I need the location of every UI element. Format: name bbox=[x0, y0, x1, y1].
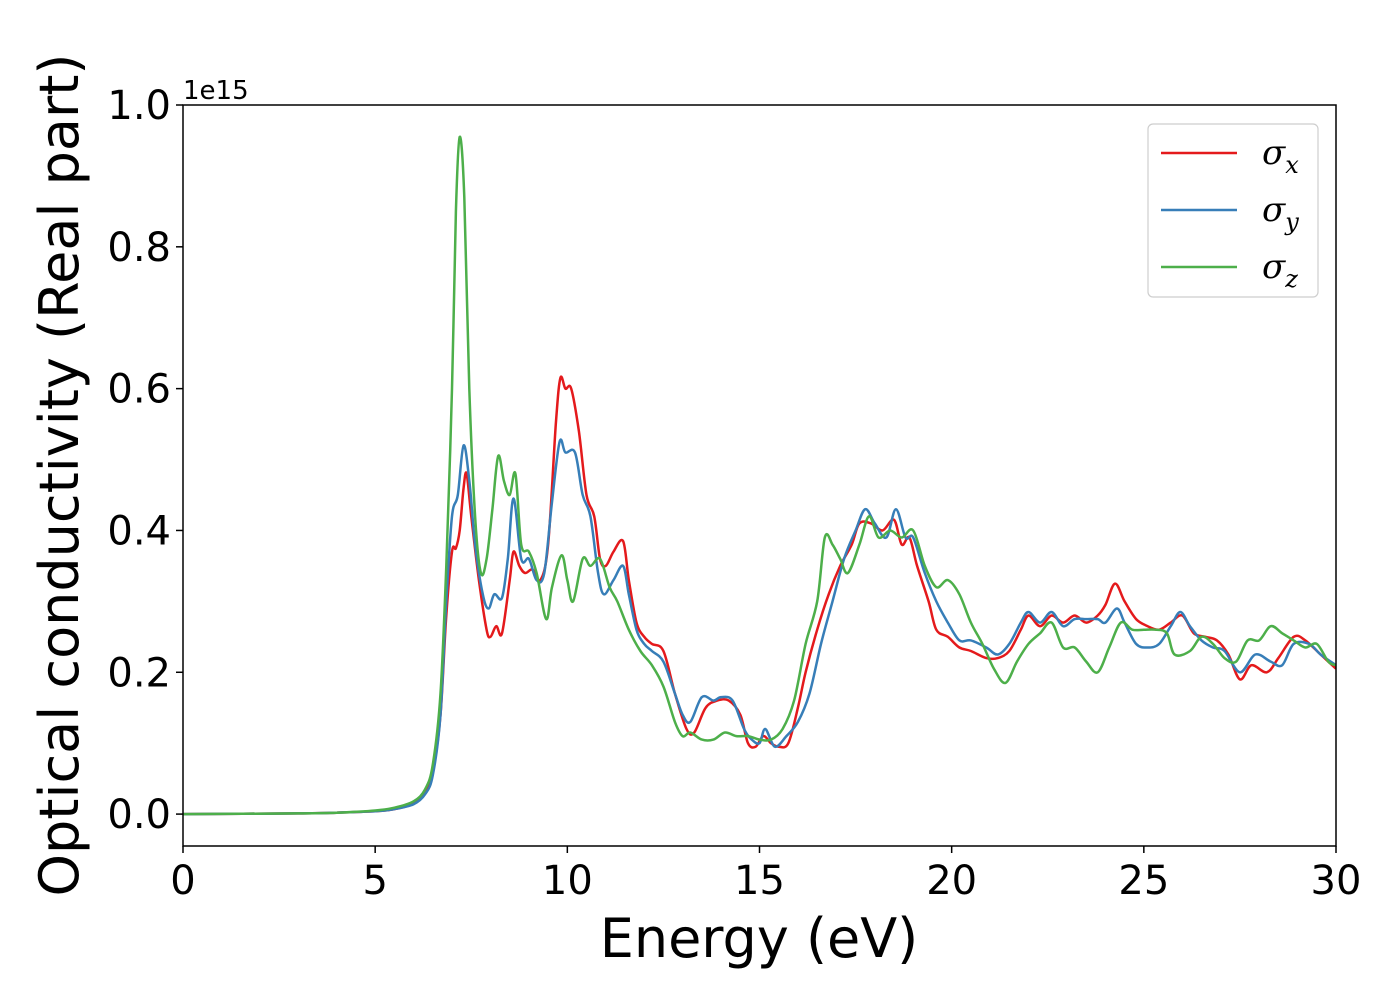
y-offset-label: 1e15 bbox=[183, 76, 249, 106]
y-tick-label: 0.0 bbox=[107, 792, 171, 838]
x-tick-label: 15 bbox=[734, 858, 785, 904]
x-tick-label: 20 bbox=[926, 858, 977, 904]
x-axis-title: Energy (eV) bbox=[600, 907, 919, 970]
x-tick-label: 5 bbox=[362, 858, 387, 904]
y-tick-label: 0.6 bbox=[107, 367, 171, 413]
y-tick-label: 1.0 bbox=[107, 83, 171, 129]
x-tick-label: 25 bbox=[1118, 858, 1169, 904]
series-line-sigma-z bbox=[183, 135, 1336, 816]
y-tick-label: 0.2 bbox=[107, 650, 171, 696]
x-axis-ticks: 0 5 10 15 20 25 30 bbox=[170, 846, 1361, 904]
x-tick-label: 10 bbox=[542, 858, 593, 904]
legend: σx σy σz bbox=[1147, 123, 1319, 298]
y-tick-label: 0.8 bbox=[107, 225, 171, 271]
legend-label-sigma-x: σx bbox=[1262, 133, 1299, 179]
legend-label-sigma-y: σy bbox=[1262, 190, 1299, 236]
y-axis-title: Optical conductivity (Real part) bbox=[28, 54, 91, 897]
series-line-sigma-x bbox=[183, 375, 1336, 816]
y-axis-ticks: 0.0 0.2 0.4 0.6 0.8 1.0 bbox=[107, 83, 183, 838]
y-tick-label: 0.4 bbox=[107, 508, 171, 554]
x-tick-label: 0 bbox=[170, 858, 195, 904]
series-layer bbox=[183, 135, 1336, 816]
legend-label-sigma-z: σz bbox=[1262, 247, 1298, 293]
x-tick-label: 30 bbox=[1311, 858, 1362, 904]
